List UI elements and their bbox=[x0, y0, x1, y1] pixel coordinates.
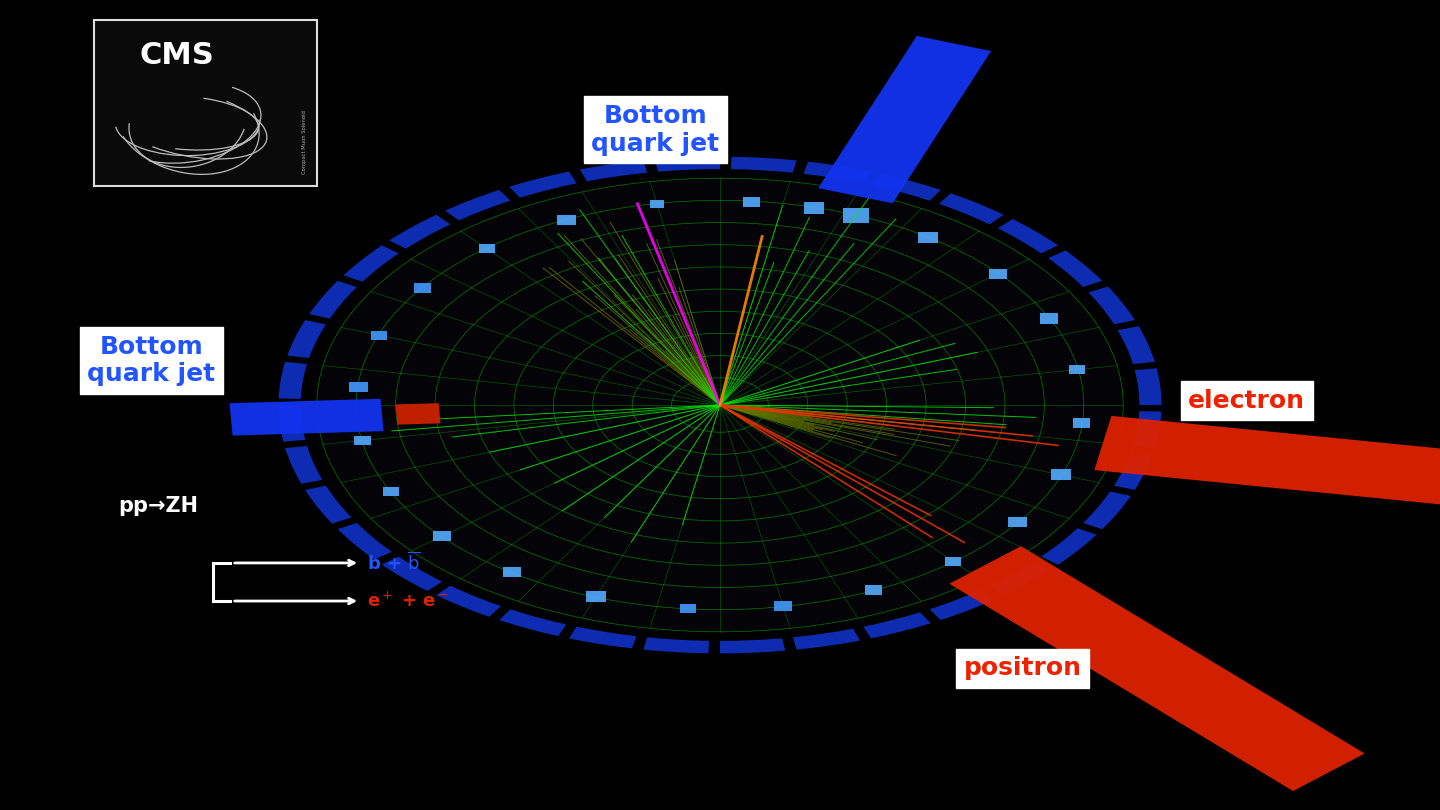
Wedge shape bbox=[580, 160, 647, 181]
Text: b + $\overline{\mathrm{b}}$: b + $\overline{\mathrm{b}}$ bbox=[367, 552, 420, 574]
Wedge shape bbox=[279, 362, 307, 399]
Bar bbox=[1008, 517, 1027, 527]
Wedge shape bbox=[569, 627, 636, 648]
Bar bbox=[681, 604, 697, 613]
Wedge shape bbox=[1089, 287, 1135, 324]
Wedge shape bbox=[655, 156, 720, 172]
Wedge shape bbox=[1117, 326, 1155, 364]
Text: Bottom
quark jet: Bottom quark jet bbox=[592, 104, 719, 156]
Bar bbox=[348, 382, 367, 393]
Bar bbox=[480, 244, 495, 253]
Wedge shape bbox=[644, 637, 708, 653]
Bar bbox=[773, 601, 792, 612]
Bar bbox=[94, 20, 317, 186]
Wedge shape bbox=[720, 638, 785, 654]
Wedge shape bbox=[389, 215, 451, 249]
Bar bbox=[432, 531, 451, 541]
Wedge shape bbox=[874, 174, 940, 201]
Bar bbox=[804, 202, 824, 214]
Text: Compact Muon Solenoid: Compact Muon Solenoid bbox=[302, 110, 307, 174]
Wedge shape bbox=[930, 590, 995, 620]
Bar bbox=[919, 232, 939, 244]
Text: Bottom
quark jet: Bottom quark jet bbox=[88, 335, 215, 386]
Text: electron: electron bbox=[1188, 389, 1305, 413]
Text: pp→ZH: pp→ZH bbox=[118, 497, 199, 516]
Bar bbox=[1040, 313, 1058, 324]
Wedge shape bbox=[1115, 452, 1152, 490]
Wedge shape bbox=[436, 586, 501, 616]
Wedge shape bbox=[285, 446, 323, 484]
Polygon shape bbox=[396, 403, 441, 424]
Wedge shape bbox=[998, 219, 1058, 254]
Wedge shape bbox=[1133, 411, 1161, 448]
Bar bbox=[743, 197, 760, 207]
Polygon shape bbox=[229, 399, 383, 436]
Polygon shape bbox=[818, 36, 991, 203]
Wedge shape bbox=[732, 157, 796, 173]
Bar bbox=[1051, 469, 1071, 480]
Wedge shape bbox=[1048, 250, 1103, 287]
Polygon shape bbox=[949, 546, 1365, 791]
Wedge shape bbox=[310, 281, 357, 318]
Wedge shape bbox=[445, 190, 510, 220]
Wedge shape bbox=[344, 245, 399, 282]
Bar bbox=[557, 215, 576, 225]
Circle shape bbox=[317, 178, 1123, 632]
Bar bbox=[649, 200, 664, 208]
Wedge shape bbox=[1083, 492, 1130, 529]
Text: CMS: CMS bbox=[140, 40, 215, 70]
Wedge shape bbox=[1041, 528, 1096, 565]
Wedge shape bbox=[804, 162, 871, 183]
Bar bbox=[372, 330, 387, 339]
Bar bbox=[989, 269, 1007, 279]
Text: positron: positron bbox=[963, 656, 1081, 680]
Bar bbox=[415, 283, 432, 292]
Bar bbox=[586, 591, 606, 603]
Wedge shape bbox=[288, 320, 325, 358]
Bar bbox=[945, 557, 960, 566]
Bar bbox=[503, 567, 520, 577]
Wedge shape bbox=[939, 194, 1004, 224]
Wedge shape bbox=[305, 486, 351, 523]
Bar bbox=[842, 208, 868, 223]
Bar bbox=[354, 436, 372, 446]
Bar bbox=[1073, 418, 1090, 428]
Wedge shape bbox=[793, 629, 860, 650]
Text: e$^+$ + e$^-$: e$^+$ + e$^-$ bbox=[367, 591, 449, 611]
Wedge shape bbox=[989, 561, 1051, 595]
Polygon shape bbox=[1094, 416, 1440, 512]
Wedge shape bbox=[1135, 369, 1162, 405]
Bar bbox=[383, 487, 399, 496]
Wedge shape bbox=[337, 523, 392, 560]
Wedge shape bbox=[382, 556, 442, 591]
Bar bbox=[1070, 365, 1086, 374]
Bar bbox=[864, 585, 881, 595]
Wedge shape bbox=[864, 612, 930, 638]
Wedge shape bbox=[510, 172, 576, 198]
Wedge shape bbox=[278, 405, 305, 441]
Wedge shape bbox=[500, 609, 566, 636]
